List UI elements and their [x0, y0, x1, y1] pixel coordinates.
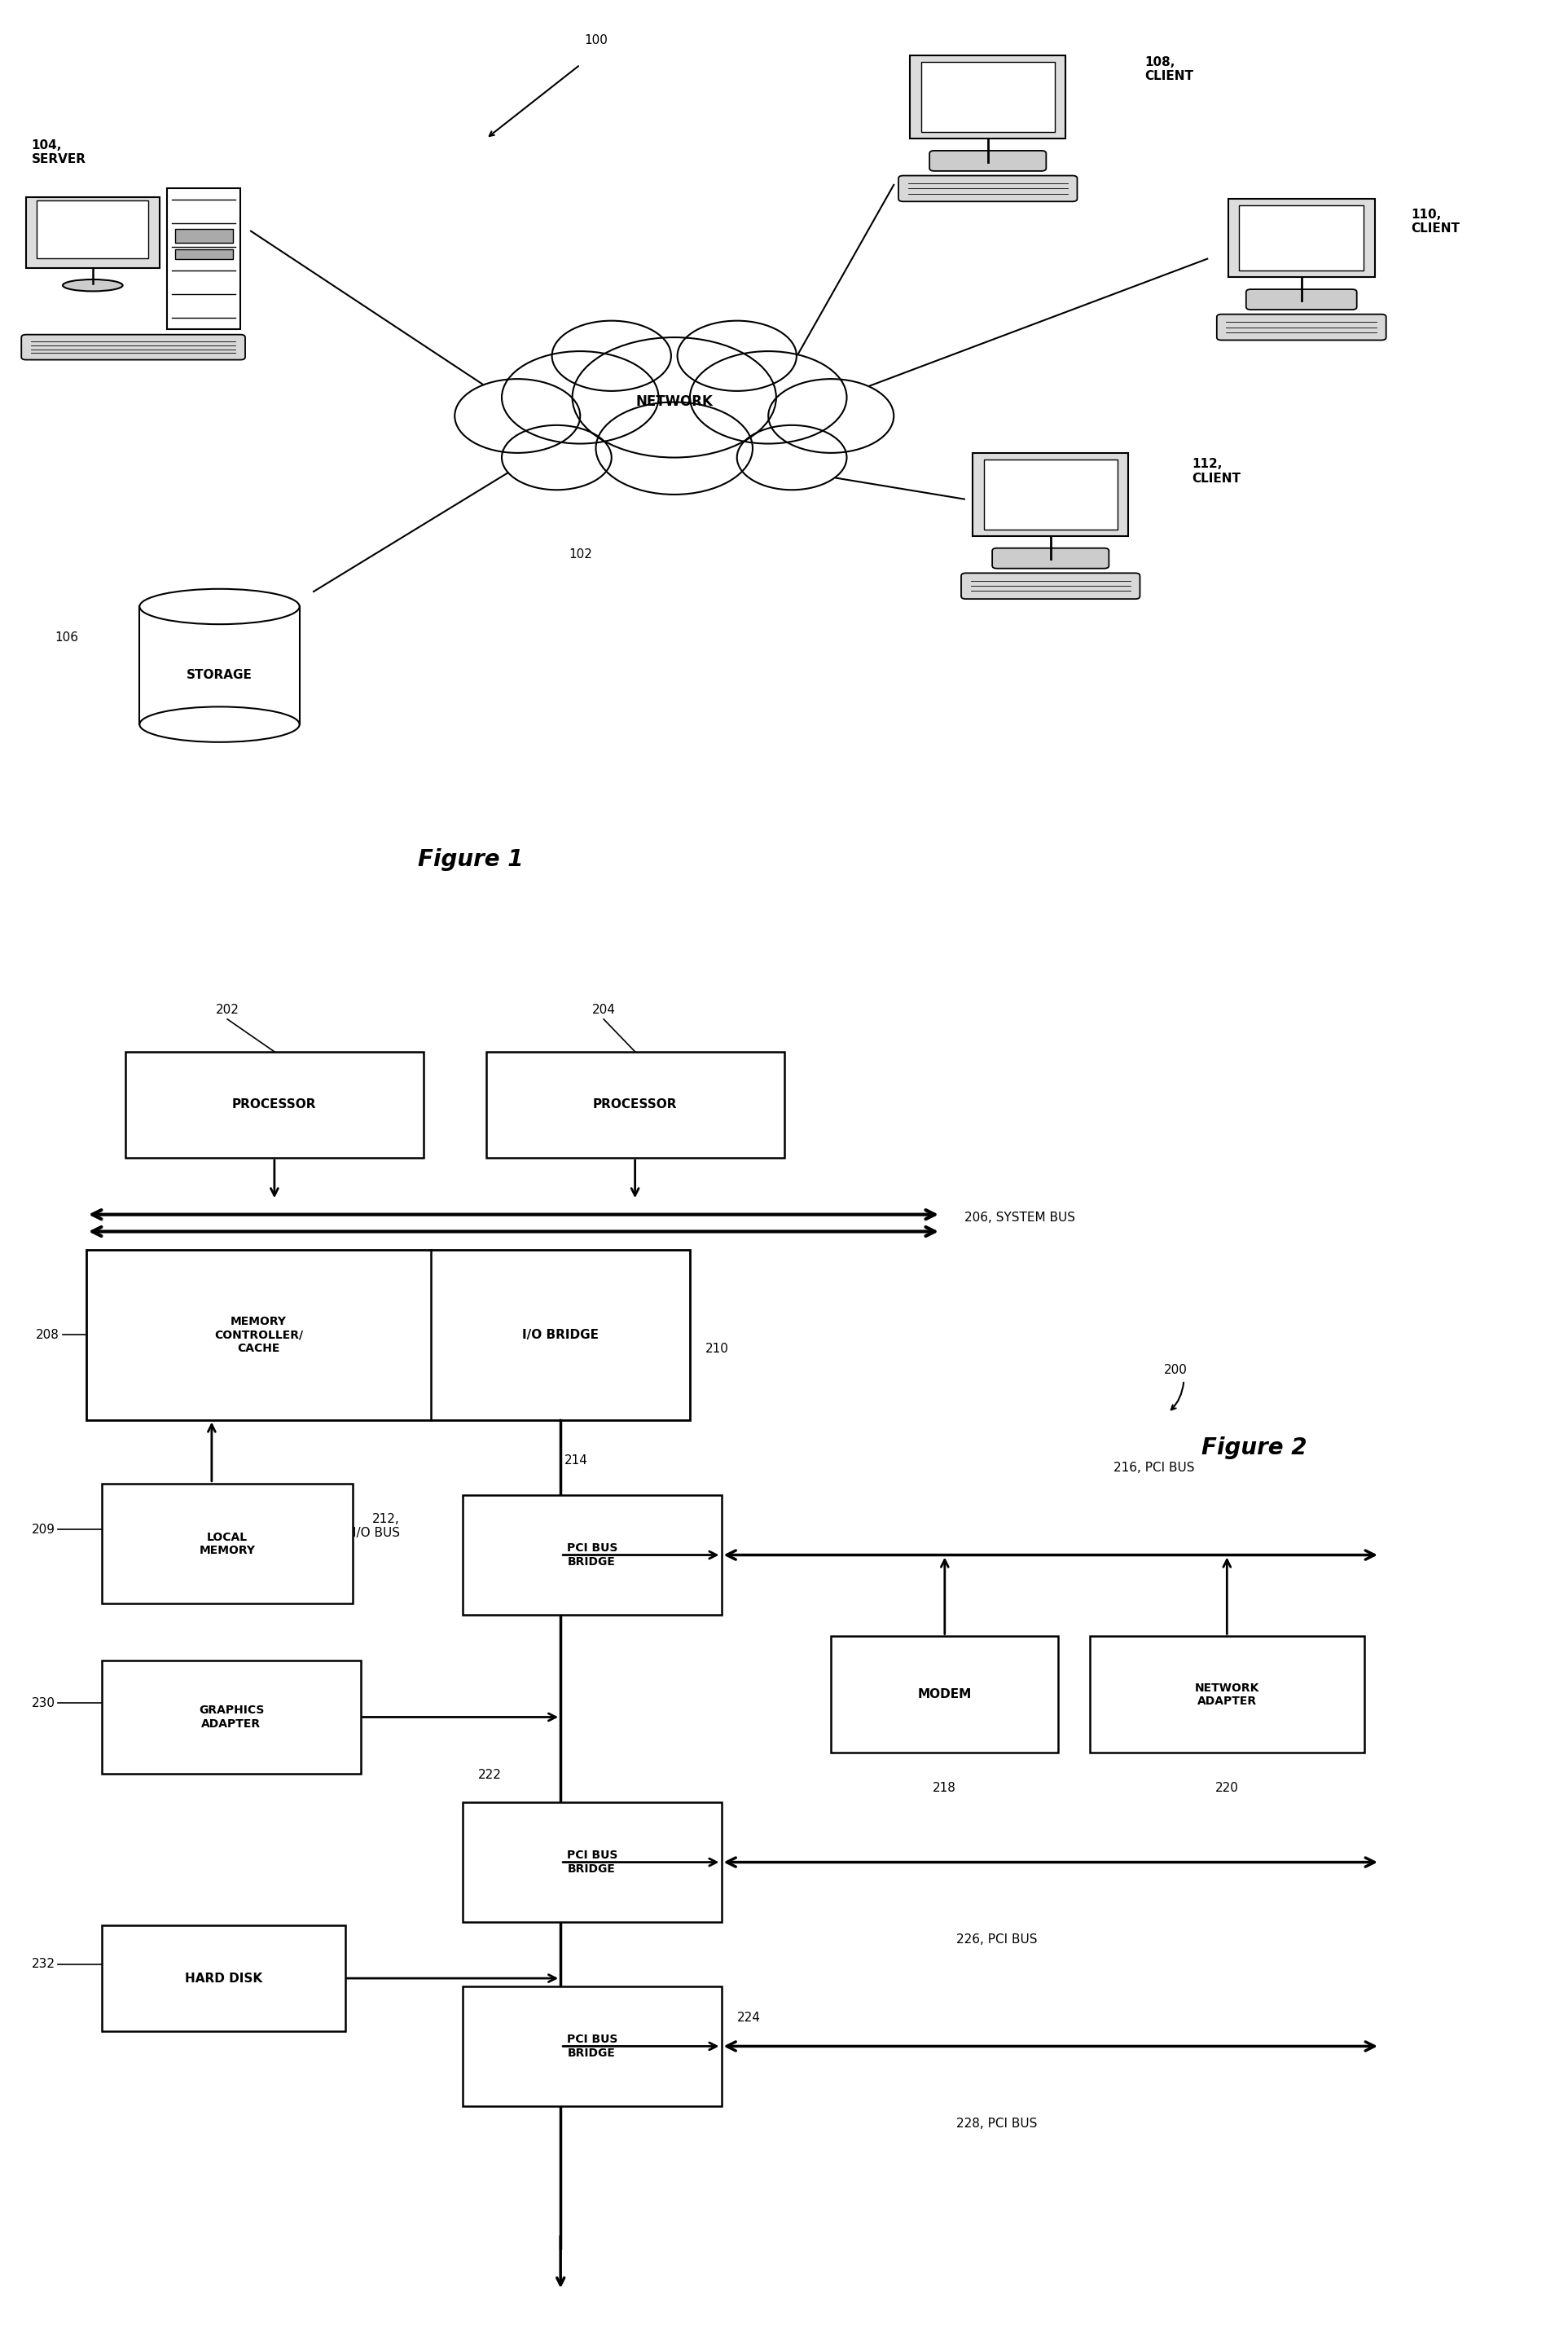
- Text: MEMORY
CONTROLLER/
CACHE: MEMORY CONTROLLER/ CACHE: [215, 1315, 303, 1355]
- Bar: [463, 1987, 721, 2106]
- Bar: [922, 61, 1054, 131]
- Circle shape: [572, 337, 776, 459]
- Text: PCI BUS
BRIDGE: PCI BUS BRIDGE: [566, 2033, 618, 2059]
- Circle shape: [552, 321, 671, 391]
- Text: Figure 2: Figure 2: [1201, 1437, 1308, 1460]
- Text: 200: 200: [1163, 1364, 1189, 1376]
- Text: 106: 106: [55, 632, 78, 644]
- Bar: [140, 606, 299, 725]
- Circle shape: [455, 379, 580, 454]
- Text: 226, PCI BUS: 226, PCI BUS: [956, 1933, 1038, 1947]
- Text: 224: 224: [737, 2012, 760, 2024]
- Text: 210: 210: [706, 1343, 729, 1355]
- Text: 208: 208: [36, 1329, 60, 1341]
- Circle shape: [677, 321, 797, 391]
- Text: STORAGE: STORAGE: [187, 669, 252, 681]
- Text: 202: 202: [216, 1004, 238, 1016]
- Bar: [909, 56, 1066, 138]
- FancyBboxPatch shape: [1247, 290, 1356, 309]
- Bar: [176, 229, 232, 243]
- Bar: [176, 250, 232, 260]
- Text: PCI BUS
BRIDGE: PCI BUS BRIDGE: [566, 1542, 618, 1568]
- Text: LOCAL
MEMORY: LOCAL MEMORY: [199, 1530, 256, 1556]
- Bar: [1228, 199, 1375, 276]
- Bar: [168, 187, 240, 330]
- Text: 110,
CLIENT: 110, CLIENT: [1411, 208, 1460, 234]
- Text: PROCESSOR: PROCESSOR: [593, 1100, 677, 1111]
- Bar: [486, 1051, 784, 1158]
- Bar: [831, 1636, 1058, 1753]
- Text: 216, PCI BUS: 216, PCI BUS: [1113, 1462, 1195, 1474]
- FancyBboxPatch shape: [1217, 314, 1386, 339]
- Ellipse shape: [140, 707, 299, 742]
- Text: 222: 222: [478, 1769, 502, 1781]
- Circle shape: [737, 426, 847, 489]
- Text: 214: 214: [564, 1453, 588, 1467]
- Circle shape: [502, 426, 612, 489]
- Circle shape: [690, 351, 847, 445]
- FancyBboxPatch shape: [930, 150, 1046, 171]
- Ellipse shape: [63, 278, 122, 290]
- Text: MODEM: MODEM: [917, 1689, 972, 1701]
- Text: 230: 230: [31, 1696, 55, 1708]
- Bar: [972, 454, 1129, 536]
- Text: 209: 209: [31, 1523, 55, 1535]
- FancyBboxPatch shape: [993, 548, 1109, 569]
- Bar: [102, 1926, 345, 2031]
- Text: 218: 218: [933, 1781, 956, 1795]
- Text: PROCESSOR: PROCESSOR: [232, 1100, 317, 1111]
- Text: 232: 232: [31, 1959, 55, 1970]
- Text: NETWORK: NETWORK: [635, 395, 713, 410]
- Text: 108,
CLIENT: 108, CLIENT: [1145, 56, 1193, 82]
- Text: GRAPHICS
ADAPTER: GRAPHICS ADAPTER: [199, 1706, 263, 1729]
- Bar: [38, 201, 149, 257]
- Text: PCI BUS
BRIDGE: PCI BUS BRIDGE: [566, 1851, 618, 1874]
- Text: 100: 100: [583, 35, 608, 47]
- Text: HARD DISK: HARD DISK: [185, 1973, 262, 1984]
- Bar: [102, 1661, 361, 1774]
- Circle shape: [502, 351, 659, 445]
- Bar: [985, 459, 1116, 529]
- Text: 228, PCI BUS: 228, PCI BUS: [956, 2118, 1038, 2129]
- Text: 212,
I/O BUS: 212, I/O BUS: [353, 1512, 400, 1540]
- Text: 206, SYSTEM BUS: 206, SYSTEM BUS: [964, 1212, 1076, 1224]
- Text: 112,
CLIENT: 112, CLIENT: [1192, 459, 1240, 484]
- Text: I/O BRIDGE: I/O BRIDGE: [522, 1329, 599, 1341]
- Bar: [1090, 1636, 1364, 1753]
- Bar: [102, 1484, 353, 1603]
- Text: NETWORK
ADAPTER: NETWORK ADAPTER: [1195, 1682, 1259, 1706]
- Bar: [463, 1802, 721, 1923]
- FancyBboxPatch shape: [22, 335, 245, 360]
- Ellipse shape: [140, 590, 299, 625]
- Bar: [463, 1495, 721, 1615]
- Circle shape: [596, 402, 753, 494]
- FancyBboxPatch shape: [898, 176, 1077, 201]
- Bar: [86, 1250, 690, 1420]
- Bar: [125, 1051, 423, 1158]
- Text: 104,
SERVER: 104, SERVER: [31, 140, 86, 166]
- Circle shape: [768, 379, 894, 454]
- Bar: [27, 197, 160, 269]
- Text: 220: 220: [1215, 1781, 1239, 1795]
- Text: 102: 102: [568, 548, 593, 562]
- Bar: [1239, 206, 1364, 271]
- Text: Figure 1: Figure 1: [417, 847, 524, 870]
- Text: 204: 204: [593, 1004, 615, 1016]
- FancyBboxPatch shape: [961, 573, 1140, 599]
